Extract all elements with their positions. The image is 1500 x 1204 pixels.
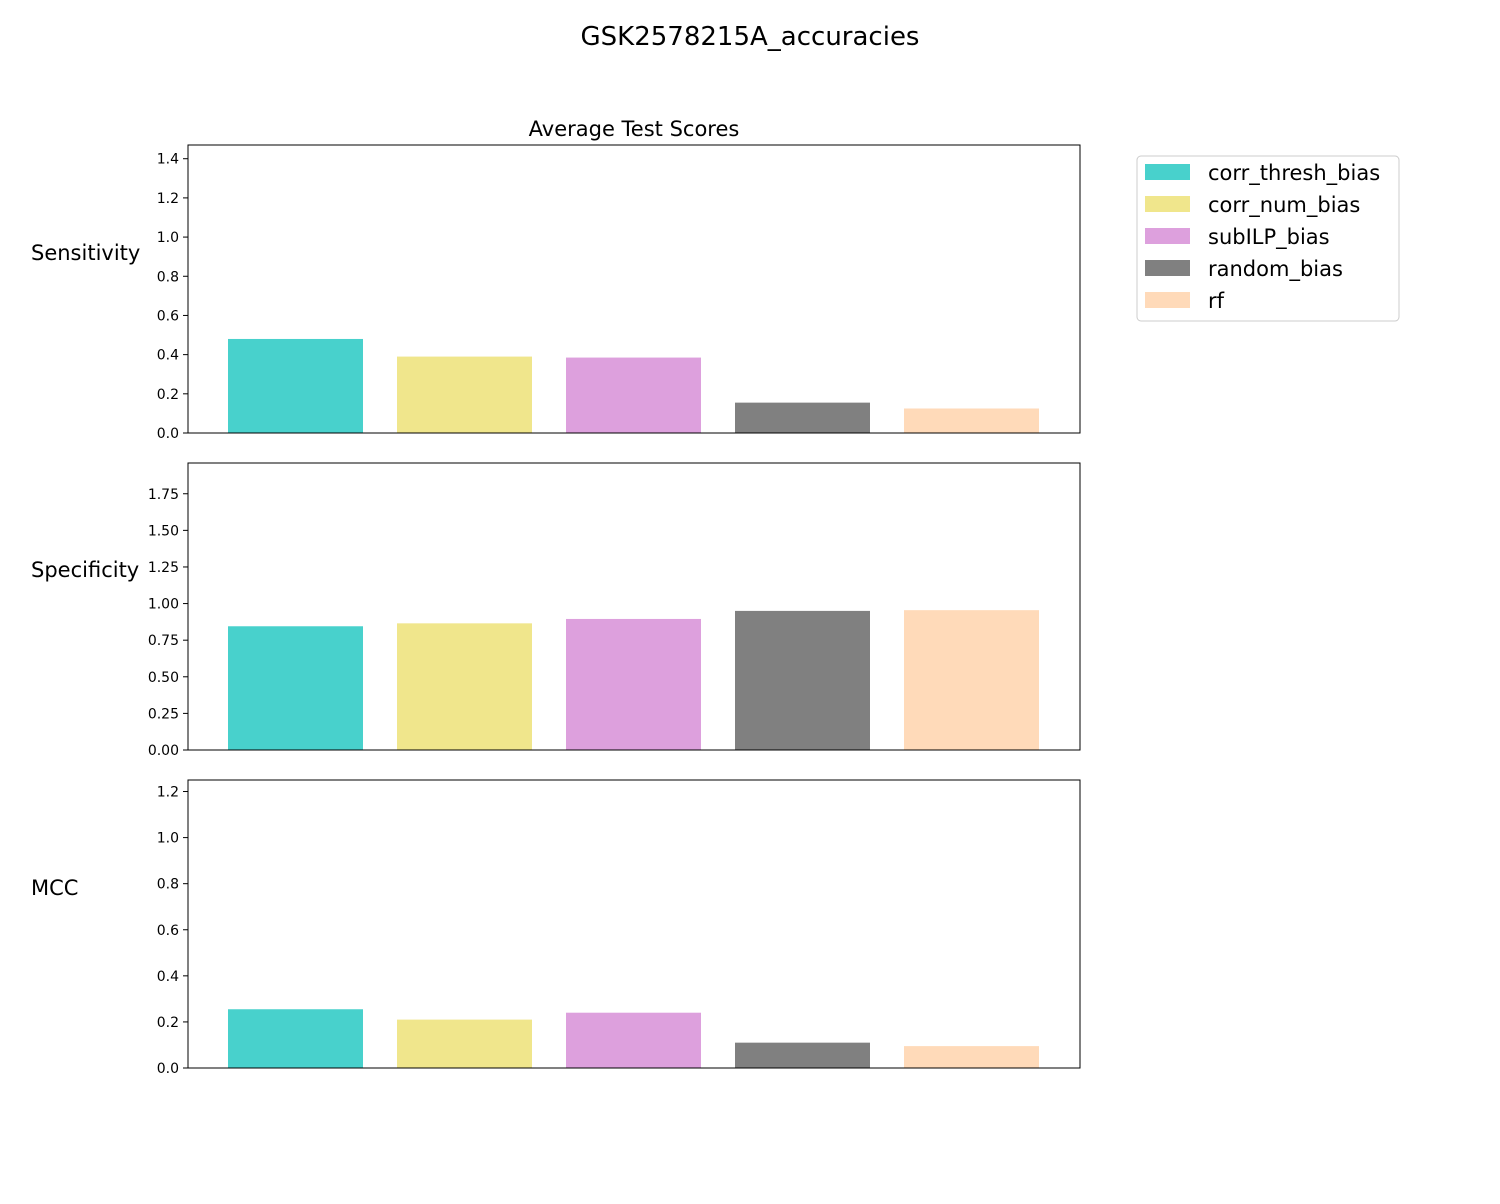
legend-swatch <box>1145 260 1190 276</box>
legend-swatch <box>1145 292 1190 308</box>
legend-label: corr_num_bias <box>1208 193 1360 218</box>
y-tick-label: 0.75 <box>148 633 179 649</box>
bar-random-bias <box>735 1042 870 1068</box>
bar-corr-thresh-bias <box>228 1009 363 1068</box>
y-tick-label: 0.25 <box>148 706 179 722</box>
axes-frame <box>187 144 1081 434</box>
bar-corr-num-bias <box>397 623 532 750</box>
bar-subILP-bias <box>566 1012 701 1068</box>
panels: 0.00.20.40.60.81.01.21.4Sensitivity0.000… <box>31 144 1081 1077</box>
bar-corr-thresh-bias <box>228 338 363 433</box>
y-tick-label: 0.2 <box>157 1015 179 1031</box>
bar-corr-num-bias <box>397 356 532 433</box>
y-tick-label: 1.2 <box>157 191 179 207</box>
legend-label: subILP_bias <box>1208 225 1330 250</box>
y-tick-label: 1.0 <box>157 831 179 847</box>
y-tick-label: 0.0 <box>157 1061 179 1077</box>
y-tick-label: 0.8 <box>157 269 179 285</box>
y-tick-label: 1.4 <box>157 152 179 168</box>
y-tick-label: 0.2 <box>157 387 179 403</box>
legend-label: random_bias <box>1208 257 1343 282</box>
bar-subILP-bias <box>566 618 701 750</box>
panel-specificity: 0.00 0.25 0.50 0.75 1.00 1.25 1.50 1.75 Specific… <box>31 462 1081 759</box>
bar-corr-thresh-bias <box>228 626 363 750</box>
y-tick-label: 0.6 <box>157 923 179 939</box>
y-tick-label: 0.50 <box>148 670 179 686</box>
panel-title: Average Test Scores <box>529 117 740 141</box>
legend-frame <box>1136 155 1400 322</box>
panel-sensitivity: 0.0 0.2 0.4 0.6 0.8 1.0 1.2 1.4 Sensitivity <box>31 144 1081 442</box>
ylabel-specificity: Specificity <box>31 558 139 582</box>
y-tick-label: 0.6 <box>157 308 179 324</box>
bar-subILP-bias <box>566 357 701 433</box>
figure-title: GSK2578215A_accuracies <box>581 22 920 52</box>
y-tick-label: 1.2 <box>157 785 179 801</box>
bar-rf <box>904 408 1039 433</box>
y-tick-label: 1.50 <box>148 523 179 539</box>
y-tick-label: 0.00 <box>148 743 179 759</box>
legend-swatch <box>1145 228 1190 244</box>
ylabel-sensitivity: Sensitivity <box>31 241 140 265</box>
bar-random-bias <box>735 610 870 750</box>
legend-item-rf: rf <box>1145 289 1225 313</box>
legend-item-subILP-bias: subILP_bias <box>1145 225 1330 250</box>
legend: corr_thresh_bias corr_num_bias subILP_bias… <box>1136 155 1400 322</box>
bar-random-bias <box>735 402 870 433</box>
y-tick-label: 1.00 <box>148 597 179 613</box>
y-tick-label: 0.4 <box>157 348 179 364</box>
y-tick-label: 0.8 <box>157 877 179 893</box>
legend-label: corr_thresh_bias <box>1208 161 1380 186</box>
legend-item-corr-thresh-bias: corr_thresh_bias <box>1145 161 1380 186</box>
ylabel-mcc: MCC <box>31 876 78 900</box>
axes-frame <box>187 779 1081 1069</box>
bar-rf <box>904 1046 1039 1068</box>
y-tick-label: 1.25 <box>148 560 179 576</box>
y-tick-label: 1.75 <box>148 487 179 503</box>
y-tick-label: 0.4 <box>157 969 179 985</box>
axes-frame <box>187 462 1081 751</box>
legend-swatch <box>1145 196 1190 212</box>
legend-label: rf <box>1208 289 1225 313</box>
legend-swatch <box>1145 164 1190 180</box>
y-tick-label: 1.0 <box>157 230 179 246</box>
y-tick-label: 0.0 <box>157 426 179 442</box>
panel-mcc: 0.0 0.2 0.4 0.6 0.8 1.0 1.2 MCC <box>31 779 1081 1077</box>
bar-rf <box>904 610 1039 750</box>
bar-corr-num-bias <box>397 1019 532 1068</box>
legend-item-random-bias: random_bias <box>1145 257 1343 282</box>
legend-item-corr-num-bias: corr_num_bias <box>1145 193 1360 218</box>
